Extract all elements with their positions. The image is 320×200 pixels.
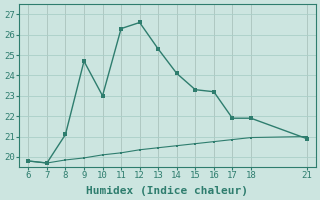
X-axis label: Humidex (Indice chaleur): Humidex (Indice chaleur)	[86, 186, 248, 196]
